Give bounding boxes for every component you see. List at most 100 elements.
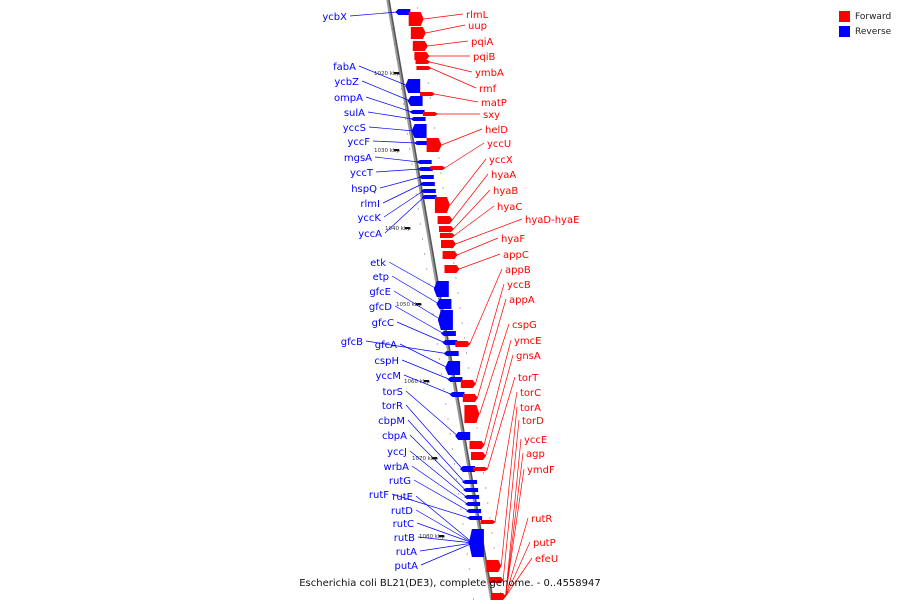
scale-tick [394, 149, 399, 151]
reverse-gene-label: rutD [391, 506, 413, 517]
forward-gene-connector [456, 237, 499, 256]
forward-gene-label: uup [468, 21, 487, 32]
reverse-gene-connector [367, 111, 413, 120]
reverse-gene-glyph [407, 96, 423, 106]
forward-gene-label: ymcE [514, 336, 541, 347]
reverse-gene-label: rutE [392, 492, 413, 503]
reverse-gene-glyph [455, 432, 471, 440]
reverse-gene-glyph [437, 310, 453, 330]
reverse-gene-glyph [440, 331, 456, 336]
scale-tick [416, 303, 421, 305]
reverse-gene-glyph [395, 9, 411, 15]
reverse-gene-connector [416, 522, 474, 544]
forward-gene-label: appA [509, 295, 535, 306]
forward-gene-glyph [408, 12, 424, 26]
reverse-gene-glyph [420, 189, 436, 193]
forward-gene-glyph [480, 520, 496, 524]
reverse-gene-connector [368, 126, 415, 132]
reverse-gene-glyph [411, 124, 427, 138]
forward-gene-connector [500, 406, 518, 567]
forward-gene-label: matP [481, 98, 507, 109]
scale-tick [405, 227, 410, 229]
reverse-gene-label: sulA [344, 108, 365, 119]
scale-label: 1020 kbp [374, 71, 400, 77]
forward-gene-connector [449, 158, 487, 206]
reverse-gene-connector [405, 404, 463, 470]
reverse-gene-connector [411, 465, 468, 505]
scale-label: 1030 kbp [374, 148, 400, 154]
forward-gene-connector [494, 391, 518, 523]
reverse-gene-connector [382, 183, 423, 204]
forward-gene-connector [451, 173, 489, 221]
forward-gene-connector [444, 142, 485, 169]
forward-gene-connector [479, 323, 510, 415]
reverse-gene-glyph [433, 281, 449, 297]
forward-gene-connector [487, 376, 516, 470]
reverse-gene-label: rlmI [360, 199, 380, 210]
forward-gene-connector [505, 557, 533, 597]
reverse-gene-glyph [410, 117, 426, 121]
forward-gene-glyph [420, 92, 435, 96]
scale-label: 1040 kbp [385, 226, 411, 232]
forward-gene-glyph [434, 197, 450, 213]
forward-gene-connector [505, 438, 522, 597]
forward-gene-connector [505, 541, 531, 597]
forward-gene-glyph [430, 166, 446, 170]
reverse-gene-label: rutA [396, 547, 417, 558]
forward-gene-connector [483, 339, 512, 446]
forward-gene-connector [434, 93, 479, 103]
forward-gene-label: appB [505, 265, 531, 276]
reverse-gene-glyph [464, 495, 480, 499]
reverse-gene-connector [349, 11, 398, 17]
reverse-gene-connector [409, 450, 467, 498]
forward-gene-connector [505, 468, 525, 597]
reverse-gene-glyph [445, 361, 461, 375]
reverse-swatch [839, 26, 850, 37]
reverse-gene-connector [374, 156, 419, 163]
reverse-gene-connector [372, 140, 417, 144]
forward-gene-label: sxy [483, 110, 500, 121]
forward-gene-connector [455, 218, 523, 245]
reverse-gene-label: putA [395, 561, 419, 572]
forward-gene-label: hyaA [491, 170, 516, 181]
reverse-gene-label: gfcB [341, 337, 363, 348]
forward-gene-glyph [460, 380, 476, 388]
forward-gene-label: ymdF [527, 465, 555, 476]
reverse-gene-glyph [436, 299, 452, 309]
reverse-gene-connector [399, 343, 449, 369]
reverse-gene-glyph [465, 502, 481, 506]
legend: Forward Reverse [839, 9, 891, 39]
forward-gene-glyph [426, 138, 442, 152]
forward-gene-glyph [486, 560, 502, 572]
reverse-gene-label: torR [382, 401, 403, 412]
forward-gene-glyph [410, 27, 426, 39]
reverse-gene-connector [419, 542, 473, 552]
forward-gene-label: helD [485, 125, 508, 136]
reverse-gene-label: rutG [389, 476, 411, 487]
reverse-gene-connector [415, 495, 474, 544]
forward-gene-label: yccX [489, 155, 513, 166]
forward-gene-glyph [473, 467, 489, 471]
forward-gene-connector [502, 419, 520, 581]
forward-gene-connector [430, 67, 477, 89]
forward-gene-glyph [455, 341, 471, 347]
forward-gene-glyph [442, 251, 458, 259]
reverse-gene-connector [417, 536, 473, 544]
reverse-gene-glyph [466, 509, 482, 513]
reverse-gene-connector [361, 80, 411, 102]
forward-gene-label: torA [520, 403, 541, 414]
reverse-gene-connector [375, 168, 420, 173]
reverse-gene-connector [391, 275, 440, 305]
forward-gene-label: rutR [531, 514, 552, 525]
reverse-gene-connector [393, 290, 442, 321]
reverse-gene-connector [413, 479, 469, 512]
forward-gene-label: cspG [512, 320, 537, 331]
scale-tick [424, 380, 429, 382]
forward-gene-label: ymbA [475, 68, 504, 79]
forward-gene-label: torD [522, 416, 544, 427]
reverse-gene-glyph [462, 480, 477, 484]
reverse-gene-glyph [418, 175, 434, 179]
forward-gene-label: appC [503, 250, 529, 261]
reverse-gene-label: gfcD [369, 302, 392, 313]
reverse-gene-glyph [414, 141, 429, 145]
